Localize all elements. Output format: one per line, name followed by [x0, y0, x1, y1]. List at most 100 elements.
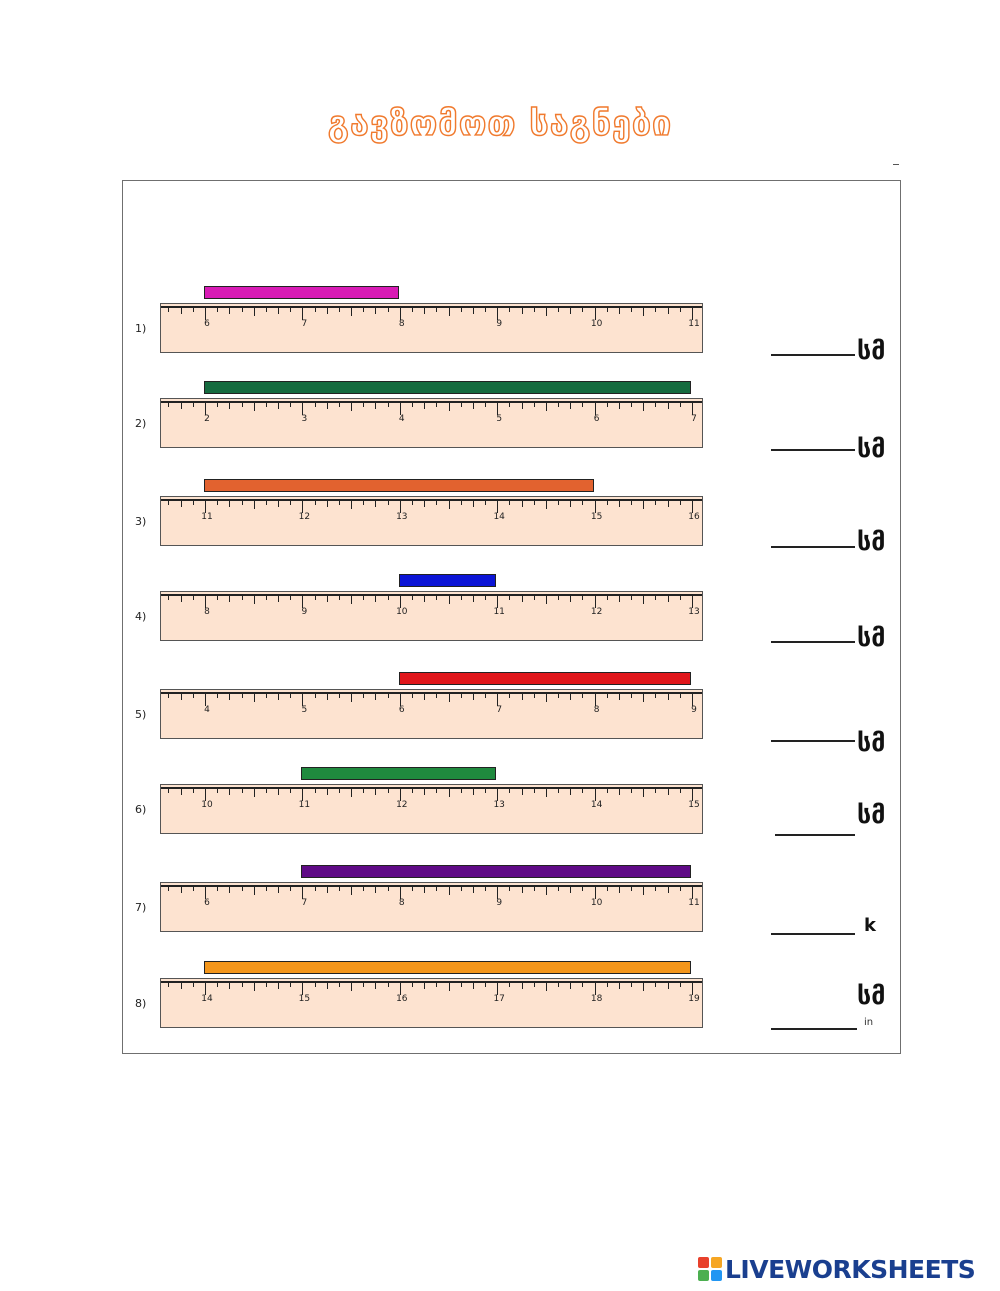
- ruler-number: 16: [396, 994, 408, 1004]
- ruler-number: 17: [493, 994, 505, 1004]
- ruler-tick: [314, 500, 316, 505]
- ruler-number: 6: [593, 414, 600, 424]
- measured-bar: [398, 574, 497, 587]
- ruler-tick: [205, 886, 206, 899]
- ruler-number: 10: [590, 898, 603, 908]
- ruler-tick: [521, 788, 523, 795]
- ruler-number: 11: [201, 512, 213, 522]
- brand-name: LIVEWORKSHEETS: [725, 1254, 976, 1284]
- ruler-tick: [582, 402, 584, 407]
- answer-blank[interactable]: [771, 354, 855, 356]
- ruler-tick: [545, 500, 547, 509]
- ruler-tick: [326, 886, 328, 893]
- ruler-tick: [631, 788, 633, 793]
- ruler-tick: [558, 307, 560, 312]
- ruler-tick: [399, 307, 401, 320]
- ruler-tick: [582, 307, 584, 312]
- ruler-tick: [533, 788, 535, 793]
- measured-bar: [204, 286, 399, 299]
- ruler-tick: [217, 595, 219, 600]
- ruler-tick: [278, 595, 280, 602]
- ruler-tick: [168, 886, 170, 891]
- ruler-tick: [326, 788, 328, 795]
- ruler-tick: [387, 595, 389, 600]
- answer-blank[interactable]: [775, 834, 855, 836]
- ruler-tick: [168, 500, 170, 505]
- ruler-number: 10: [201, 800, 213, 810]
- ruler-tick: [411, 500, 413, 505]
- ruler-tick: [618, 982, 620, 989]
- ruler: 6 7 8 9 10 11: [160, 303, 703, 353]
- ruler-tick: [667, 788, 669, 795]
- ruler-tick: [606, 402, 608, 407]
- ruler-tick: [387, 500, 389, 505]
- ruler-tick: [253, 886, 255, 895]
- ruler-tick: [278, 886, 280, 893]
- ruler-number: 18: [590, 994, 603, 1004]
- answer-blank[interactable]: [771, 449, 855, 451]
- ruler-tick: [436, 982, 438, 987]
- ruler-tick: [314, 982, 316, 987]
- unit-label: სმ: [857, 623, 886, 652]
- ruler-number: 14: [590, 800, 603, 810]
- ruler-tick: [338, 595, 340, 600]
- ruler-tick: [485, 982, 487, 987]
- ruler-tick: [521, 500, 523, 507]
- ruler-number: 9: [301, 607, 308, 617]
- ruler-tick: [363, 982, 365, 987]
- ruler-number: 7: [691, 414, 697, 424]
- answer-blank[interactable]: [771, 546, 855, 548]
- ruler-tick: [217, 788, 219, 793]
- ruler-tick: [217, 982, 219, 987]
- ruler-tick: [290, 402, 292, 407]
- ruler-tick: [606, 500, 608, 505]
- ruler-tick: [533, 886, 535, 891]
- ruler-tick: [424, 402, 426, 409]
- ruler-number: 5: [496, 414, 503, 424]
- ruler-tick: [241, 693, 243, 698]
- ruler-tick: [253, 402, 255, 411]
- ruler-tick: [168, 595, 170, 600]
- ruler-tick: [545, 788, 547, 797]
- ruler-tick: [265, 595, 267, 600]
- ruler-baseline: [161, 306, 702, 308]
- ruler-tick: [253, 982, 255, 991]
- ruler-baseline: [161, 499, 702, 501]
- ruler-tick: [411, 402, 413, 407]
- ruler-tick: [594, 886, 596, 899]
- ruler-tick: [618, 788, 620, 795]
- measured-bar: [204, 479, 594, 492]
- ruler-tick: [351, 307, 353, 316]
- ruler-tick: [411, 982, 413, 987]
- ruler-tick: [387, 886, 389, 891]
- unit-label: სმ: [857, 336, 886, 365]
- ruler-tick: [387, 307, 389, 312]
- ruler-tick: [679, 402, 681, 407]
- ruler-number: 12: [298, 512, 311, 522]
- ruler-tick: [594, 402, 596, 415]
- ruler-tick: [290, 595, 292, 600]
- ruler-tick: [290, 982, 292, 987]
- ruler-tick: [618, 307, 620, 314]
- ruler-tick: [606, 788, 608, 793]
- answer-blank[interactable]: [771, 1028, 857, 1030]
- ruler-tick: [545, 693, 547, 702]
- ruler-tick: [375, 402, 377, 409]
- answer-blank[interactable]: [771, 740, 855, 742]
- ruler-tick: [338, 307, 340, 312]
- ruler-tick: [485, 788, 487, 793]
- ruler-tick: [545, 307, 547, 316]
- row-number: 8): [135, 997, 147, 1010]
- answer-blank[interactable]: [771, 933, 855, 935]
- ruler-number: 2: [204, 414, 210, 424]
- ruler-number: 13: [396, 512, 408, 522]
- row-number: 2): [135, 417, 147, 430]
- ruler-tick: [253, 595, 255, 604]
- ruler-tick: [241, 402, 243, 407]
- ruler-tick: [180, 402, 182, 409]
- ruler-number: 11: [688, 898, 700, 908]
- ruler-tick: [436, 500, 438, 505]
- answer-blank[interactable]: [771, 641, 855, 643]
- ruler-tick: [472, 982, 474, 989]
- logo-square: [698, 1270, 709, 1281]
